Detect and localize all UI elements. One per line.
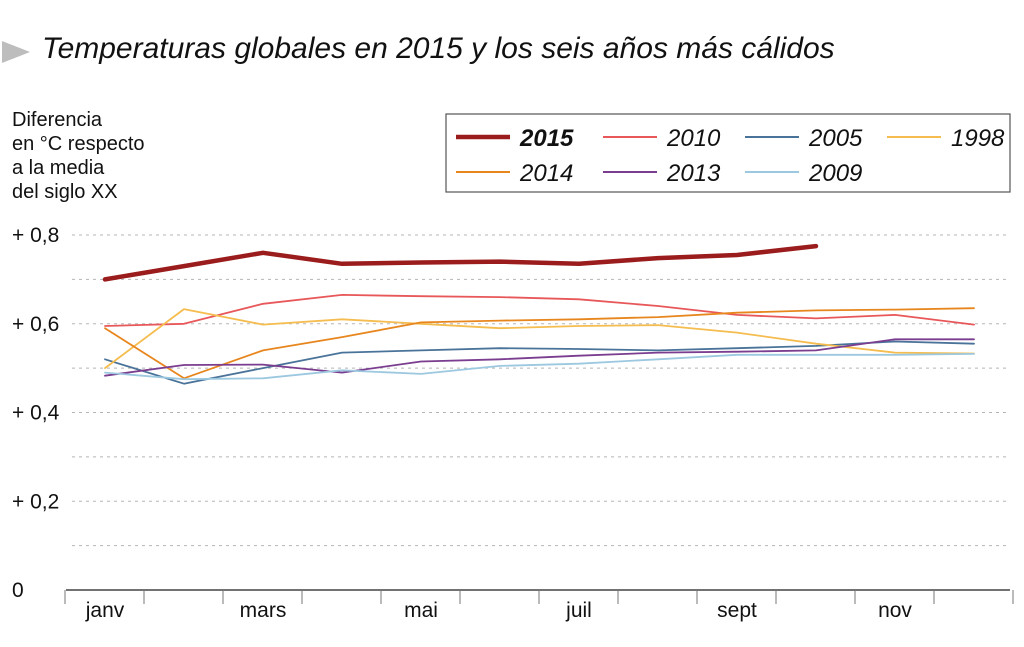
legend-label-1998: 1998 xyxy=(951,125,1005,152)
series-lines xyxy=(102,243,975,385)
x-tick-label: mars xyxy=(240,599,287,622)
series-line-1998 xyxy=(104,308,975,370)
y-tick-labels: 0 + 0,2 + 0,4 + 0,6 + 0,8 xyxy=(12,224,60,602)
x-tick-label: mai xyxy=(404,599,438,622)
legend: 2015 2010 2005 1998 2014 2013 2009 xyxy=(445,113,1011,193)
series-line-2009 xyxy=(104,352,975,381)
legend-label-2009: 2009 xyxy=(808,160,862,187)
title-bar: Temperaturas globales en 2015 y los seis… xyxy=(0,30,1000,70)
series-line-2005 xyxy=(104,340,975,385)
legend-label-2010: 2010 xyxy=(666,125,721,152)
y-axis-label-line: a la media xyxy=(12,157,105,179)
legend-label-2015: 2015 xyxy=(519,125,574,152)
series-line-2014 xyxy=(104,307,975,380)
series-line-2010 xyxy=(104,293,975,327)
y-tick-label: + 0,8 xyxy=(12,224,59,247)
x-axis: janv mars mai juil sept nov xyxy=(64,589,1014,622)
y-tick-label: 0 xyxy=(12,579,24,602)
y-axis-label-line: en °C respecto xyxy=(12,133,145,155)
x-tick-label: juil xyxy=(565,599,592,622)
y-tick-label: + 0,6 xyxy=(12,313,59,336)
chart-title: Temperaturas globales en 2015 y los seis… xyxy=(42,32,835,65)
series-line-2015 xyxy=(102,243,819,282)
y-tick-label: + 0,2 xyxy=(12,490,59,513)
x-tick-label: sept xyxy=(717,599,757,622)
legend-label-2005: 2005 xyxy=(808,125,863,152)
y-axis-label: Diferencia en °C respecto a la media del… xyxy=(12,108,145,204)
x-tick-label: nov xyxy=(878,599,912,622)
series-line-2013 xyxy=(104,338,975,377)
y-tick-label: + 0,4 xyxy=(12,402,60,425)
legend-label-2014: 2014 xyxy=(519,160,573,187)
gridlines xyxy=(72,234,1010,547)
x-tick-label: janv xyxy=(85,599,125,622)
y-axis-label-line: Diferencia xyxy=(12,109,103,131)
y-axis-label-line: del siglo XX xyxy=(12,181,118,203)
legend-box xyxy=(445,113,1011,193)
play-arrow-icon xyxy=(2,41,30,63)
legend-label-2013: 2013 xyxy=(666,160,721,187)
